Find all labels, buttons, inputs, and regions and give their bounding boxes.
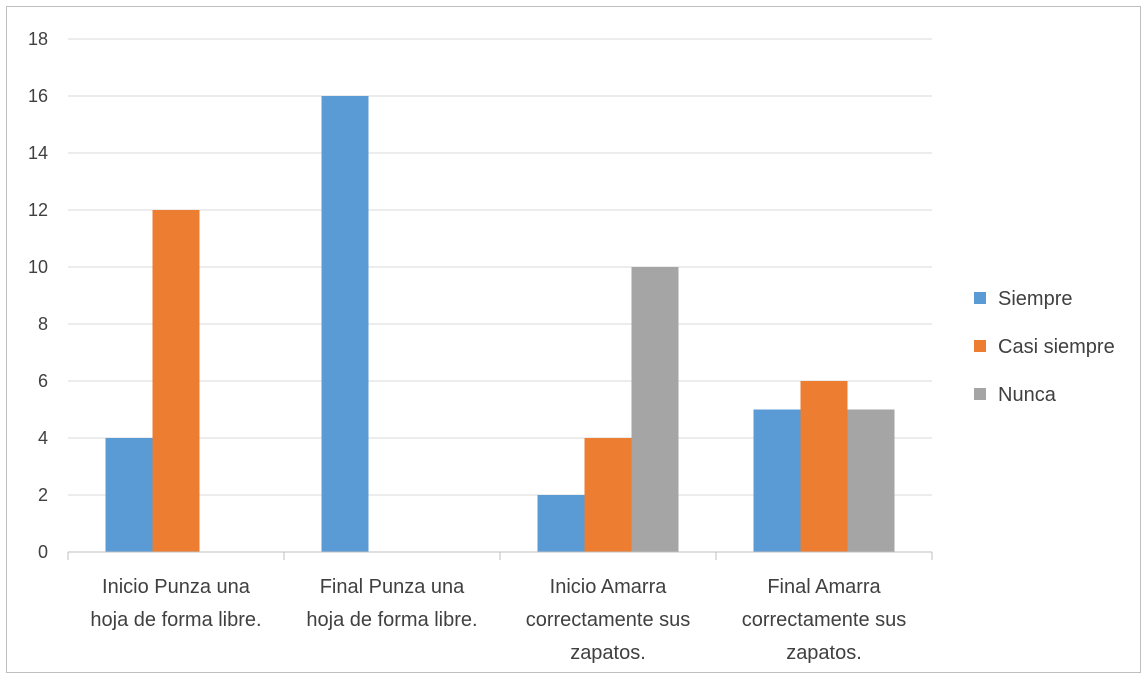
x-category-label: zapatos. bbox=[570, 642, 646, 664]
x-category-label: Final Amarra bbox=[767, 576, 881, 598]
legend-swatch bbox=[974, 340, 986, 352]
bar-nunca-2 bbox=[631, 267, 679, 552]
y-tick-label: 18 bbox=[28, 29, 48, 49]
y-tick-label: 16 bbox=[28, 86, 48, 106]
legend-swatch bbox=[974, 292, 986, 304]
x-category-label: hoja de forma libre. bbox=[90, 609, 261, 631]
bar-siempre-1 bbox=[321, 96, 369, 552]
legend: Siempre Casi siempre Nunca bbox=[974, 288, 1115, 406]
bars bbox=[105, 96, 895, 552]
y-tick-label: 0 bbox=[38, 542, 48, 562]
y-tick-label: 8 bbox=[38, 314, 48, 334]
y-axis-tick-labels: 0 2 4 6 8 10 12 14 16 18 bbox=[28, 29, 48, 562]
legend-label: Siempre bbox=[998, 288, 1072, 310]
axes bbox=[67, 551, 933, 560]
x-category-label: correctamente sus bbox=[526, 609, 691, 631]
bar-siempre-2 bbox=[537, 495, 585, 552]
y-tick-label: 6 bbox=[38, 371, 48, 391]
bar-nunca-3 bbox=[847, 409, 895, 552]
y-tick-label: 14 bbox=[28, 143, 48, 163]
x-axis-category-labels: Inicio Punza una hoja de forma libre. Fina… bbox=[90, 576, 906, 664]
legend-label: Casi siempre bbox=[998, 336, 1115, 358]
bar-casi-siempre-3 bbox=[800, 381, 848, 552]
x-category-label: hoja de forma libre. bbox=[306, 609, 477, 631]
x-category-label: Final Punza una bbox=[320, 576, 465, 598]
legend-swatch bbox=[974, 388, 986, 400]
y-tick-label: 4 bbox=[38, 428, 48, 448]
y-tick-label: 10 bbox=[28, 257, 48, 277]
bar-siempre-0 bbox=[105, 438, 153, 552]
y-tick-label: 12 bbox=[28, 200, 48, 220]
x-category-label: Inicio Amarra bbox=[550, 576, 668, 598]
x-category-label: Inicio Punza una bbox=[102, 576, 251, 598]
x-category-label: correctamente sus bbox=[742, 609, 907, 631]
bar-casi-siempre-0 bbox=[152, 210, 200, 552]
bar-casi-siempre-2 bbox=[584, 438, 632, 552]
x-category-label: zapatos. bbox=[786, 642, 862, 664]
bar-siempre-3 bbox=[753, 409, 801, 552]
y-tick-label: 2 bbox=[38, 485, 48, 505]
legend-label: Nunca bbox=[998, 384, 1057, 406]
